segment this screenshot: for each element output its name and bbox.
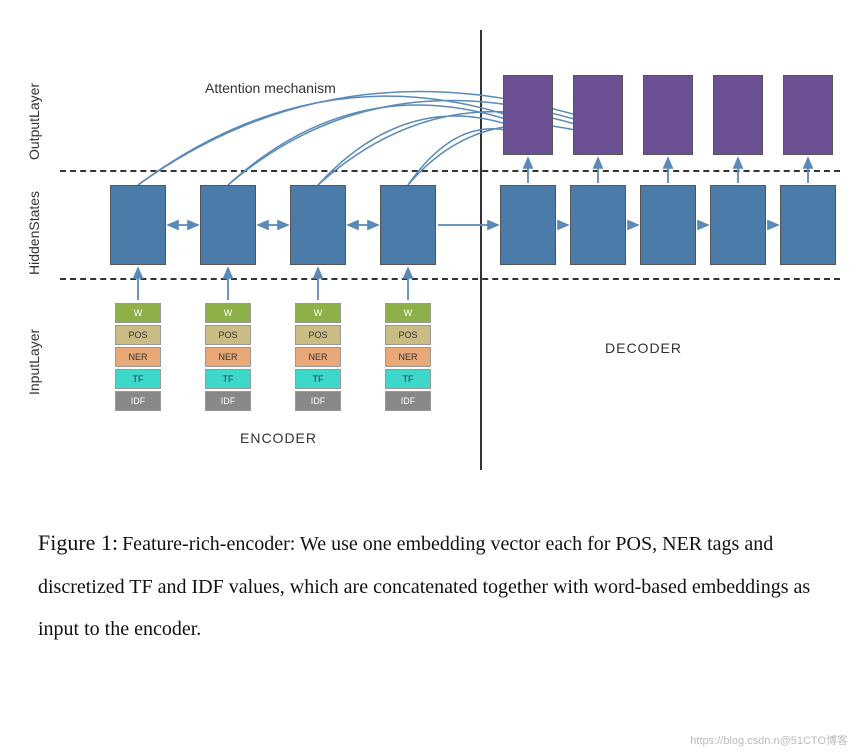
dashed-line-bottom bbox=[60, 278, 840, 280]
feature-pos-block: POS bbox=[205, 325, 251, 345]
feature-ner-block: NER bbox=[295, 347, 341, 367]
feature-ner-block: NER bbox=[385, 347, 431, 367]
feature-idf-block: IDF bbox=[205, 391, 251, 411]
decoder-hidden-block bbox=[500, 185, 556, 265]
vertical-divider bbox=[480, 30, 482, 470]
diagram-canvas: OutputLayer HiddenStates InputLayer Atte… bbox=[60, 30, 840, 470]
feature-tf-block: TF bbox=[385, 369, 431, 389]
ylabel-input: InputLayer bbox=[26, 305, 42, 395]
encoder-hidden-block bbox=[290, 185, 346, 265]
feature-ner-block: NER bbox=[115, 347, 161, 367]
decoder-hidden-block bbox=[780, 185, 836, 265]
figure-label: Figure 1: bbox=[38, 530, 118, 555]
encoder-label: ENCODER bbox=[240, 430, 317, 446]
watermark: https://blog.csdn.n@51CTO博客 bbox=[690, 732, 848, 748]
encoder-hidden-block bbox=[110, 185, 166, 265]
feature-pos-block: POS bbox=[115, 325, 161, 345]
decoder-output-block bbox=[643, 75, 693, 155]
dashed-line-top bbox=[60, 170, 840, 172]
feature-pos-block: POS bbox=[385, 325, 431, 345]
feature-pos-block: POS bbox=[295, 325, 341, 345]
feature-w-block: W bbox=[115, 303, 161, 323]
decoder-output-block bbox=[783, 75, 833, 155]
caption-text: Feature-rich-encoder: We use one embeddi… bbox=[38, 533, 810, 640]
decoder-label: DECODER bbox=[605, 340, 682, 356]
ylabel-output: OutputLayer bbox=[26, 70, 42, 160]
figure-caption: Figure 1: Feature-rich-encoder: We use o… bbox=[38, 520, 830, 650]
feature-tf-block: TF bbox=[205, 369, 251, 389]
feature-ner-block: NER bbox=[205, 347, 251, 367]
ylabel-hidden: HiddenStates bbox=[26, 180, 42, 275]
feature-tf-block: TF bbox=[295, 369, 341, 389]
decoder-hidden-block bbox=[640, 185, 696, 265]
encoder-hidden-block bbox=[200, 185, 256, 265]
feature-w-block: W bbox=[385, 303, 431, 323]
decoder-hidden-block bbox=[570, 185, 626, 265]
decoder-hidden-block bbox=[710, 185, 766, 265]
decoder-output-block bbox=[503, 75, 553, 155]
encoder-hidden-block bbox=[380, 185, 436, 265]
feature-w-block: W bbox=[205, 303, 251, 323]
decoder-output-block bbox=[573, 75, 623, 155]
feature-idf-block: IDF bbox=[295, 391, 341, 411]
feature-idf-block: IDF bbox=[385, 391, 431, 411]
feature-tf-block: TF bbox=[115, 369, 161, 389]
attention-label: Attention mechanism bbox=[205, 80, 336, 96]
decoder-output-block bbox=[713, 75, 763, 155]
feature-idf-block: IDF bbox=[115, 391, 161, 411]
feature-w-block: W bbox=[295, 303, 341, 323]
